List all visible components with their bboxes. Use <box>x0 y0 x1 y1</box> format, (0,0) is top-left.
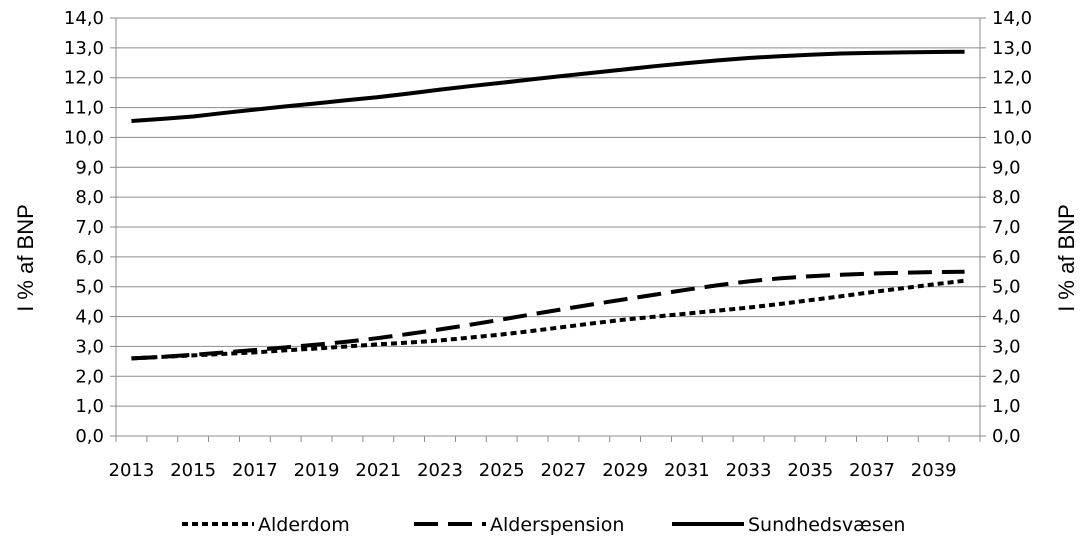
x-tick-label: 2037 <box>849 460 895 481</box>
y-axis-left-ticks: 0,0 1,0 2,0 3,0 4,0 5,0 6,0 7,0 8,0 9,0 10,0 11,0 12… <box>64 8 104 447</box>
y-tick-label-left: 11,0 <box>64 98 104 119</box>
y-tick-label-left: 12,0 <box>64 68 104 89</box>
y-tick-label-left: 0,0 <box>75 426 104 447</box>
x-tick-label: 2021 <box>355 460 401 481</box>
y-axis-right-ticks: 0,0 1,0 2,0 3,0 4,0 5,0 6,0 7,0 8,0 9,0 10,0 11,0 12… <box>992 8 1032 447</box>
y-tick-label-left: 7,0 <box>75 217 104 238</box>
y-tick-label-right: 2,0 <box>992 366 1021 387</box>
y-tick-label-left: 10,0 <box>64 127 104 148</box>
y-tick-label-right: 13,0 <box>992 38 1032 59</box>
x-tick-label: 2035 <box>787 460 833 481</box>
x-tick-label: 2015 <box>170 460 216 481</box>
x-tick-label: 2017 <box>232 460 278 481</box>
y-tick-label-right: 11,0 <box>992 98 1032 119</box>
y-tick-label-right: 9,0 <box>992 157 1021 178</box>
y-tick-label-right: 3,0 <box>992 336 1021 357</box>
y-tick-label-left: 8,0 <box>75 187 104 208</box>
y-tick-label-right: 4,0 <box>992 307 1021 328</box>
x-tick-label: 2031 <box>664 460 710 481</box>
series-line-alderspension <box>131 269 965 361</box>
y-tick-label-left: 14,0 <box>64 8 104 29</box>
series-lines <box>131 49 965 361</box>
y-tick-label-left: 6,0 <box>75 247 104 268</box>
legend: Alderdom Alderspension Sundhedsvæsen <box>182 514 905 536</box>
y-axis-left-title: I % af BNP <box>13 204 38 312</box>
y-tick-label-right: 6,0 <box>992 247 1021 268</box>
y-tick-label-right: 0,0 <box>992 426 1021 447</box>
y-tick-label-right: 12,0 <box>992 68 1032 89</box>
y-tick-label-left: 4,0 <box>75 307 104 328</box>
y-tick-label-left: 13,0 <box>64 38 104 59</box>
x-tick-label: 2025 <box>479 460 525 481</box>
y-tick-label-right: 7,0 <box>992 217 1021 238</box>
y-axis-right-title: I % af BNP <box>1054 204 1079 312</box>
y-tick-label-left: 5,0 <box>75 277 104 298</box>
y-tick-label-left: 9,0 <box>75 157 104 178</box>
axes <box>110 17 986 442</box>
x-axis-ticks: 2013 2015 2017 2019 2021 2023 2025 2027 2029 2031… <box>109 460 957 481</box>
y-tick-label-right: 5,0 <box>992 277 1021 298</box>
y-tick-label-right: 1,0 <box>992 396 1021 417</box>
x-tick-label: 2039 <box>911 460 957 481</box>
y-tick-label-right: 14,0 <box>992 8 1032 29</box>
x-tick-label: 2033 <box>726 460 772 481</box>
series-line-sundhedsv-sen <box>131 49 965 124</box>
x-tick-label: 2013 <box>109 460 155 481</box>
y-tick-label-right: 10,0 <box>992 127 1032 148</box>
x-tick-label: 2029 <box>602 460 648 481</box>
y-tick-label-left: 1,0 <box>75 396 104 417</box>
x-tick-label: 2023 <box>417 460 463 481</box>
gridlines <box>116 17 980 437</box>
y-tick-label-left: 3,0 <box>75 336 104 357</box>
y-tick-label-left: 2,0 <box>75 366 104 387</box>
x-tick-label: 2019 <box>294 460 340 481</box>
legend-label: Sundhedsvæsen <box>748 514 905 536</box>
legend-label: Alderspension <box>490 514 624 536</box>
legend-label: Alderdom <box>258 514 350 536</box>
y-tick-label-right: 8,0 <box>992 187 1021 208</box>
x-tick-label: 2027 <box>541 460 587 481</box>
